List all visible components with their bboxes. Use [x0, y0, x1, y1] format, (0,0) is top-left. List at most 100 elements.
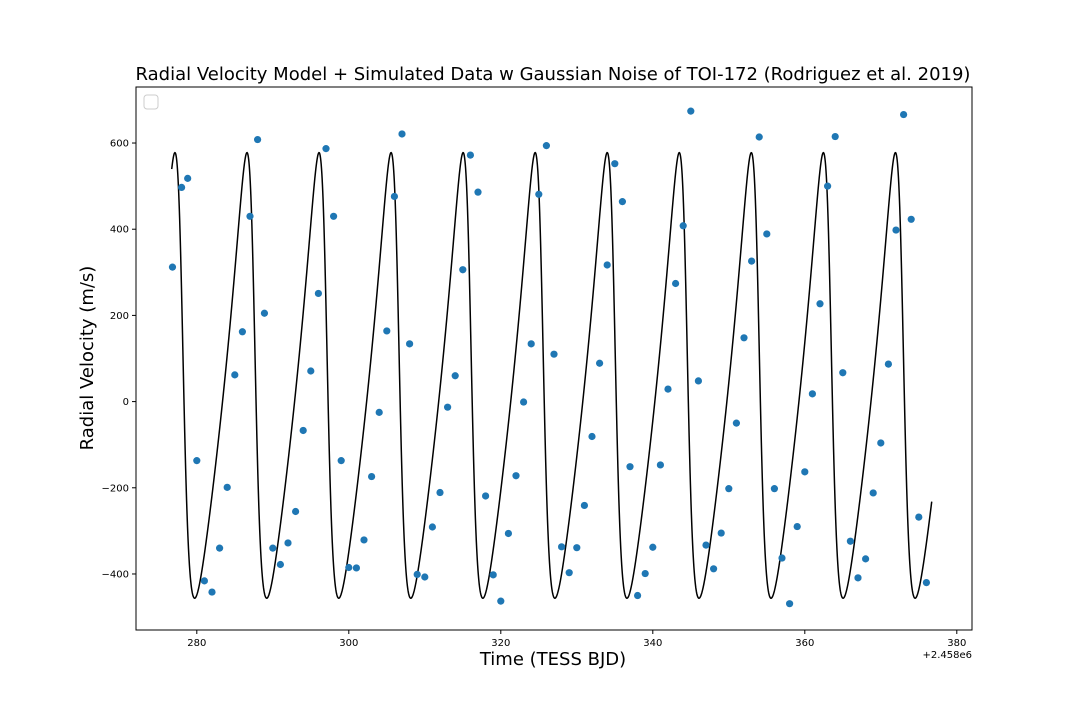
data-point [672, 279, 680, 288]
data-point [260, 309, 269, 317]
data-point [763, 230, 771, 238]
x-tick-label: 340 [643, 638, 662, 649]
data-point [755, 133, 763, 141]
x-axis-label: Time (TESS BJD) [479, 649, 626, 670]
data-point [375, 408, 383, 416]
data-point [368, 472, 376, 481]
data-point [337, 457, 345, 465]
data-point [656, 461, 665, 469]
data-point [527, 340, 535, 348]
data-point [869, 489, 877, 497]
plot-area [135, 86, 973, 631]
data-point [694, 377, 703, 385]
data-point [216, 544, 224, 552]
data-point [884, 360, 893, 368]
data-point [824, 182, 832, 190]
data-point [611, 160, 619, 168]
data-point [223, 483, 231, 491]
data-point [588, 432, 596, 441]
y-tick-label: 400 [110, 225, 129, 236]
y-tick-label: 600 [110, 139, 129, 150]
data-point [778, 554, 786, 562]
y-tick-label: −400 [102, 569, 129, 580]
data-point [732, 419, 741, 427]
data-point [292, 507, 300, 516]
x-axis-offset-label: +2.458e6 [922, 650, 972, 661]
data-point [618, 198, 627, 206]
y-tick-label: 0 [123, 397, 129, 408]
data-point [846, 537, 855, 545]
data-point [413, 570, 421, 579]
x-tick-label: 360 [795, 638, 814, 649]
data-point [520, 398, 528, 406]
data-point [565, 569, 573, 577]
data-point [907, 215, 915, 223]
data-point [915, 513, 923, 521]
data-point [550, 350, 558, 358]
y-axis: −400 −200 0 200 400 600 [102, 139, 136, 580]
data-point [246, 212, 254, 220]
data-point [168, 263, 177, 271]
data-point [444, 403, 452, 411]
data-point [390, 192, 398, 201]
chart-title: Radial Velocity Model + Simulated Data w… [136, 64, 971, 85]
data-point [269, 544, 277, 552]
data-point [786, 600, 794, 608]
y-tick-label: −200 [102, 483, 129, 494]
data-point [489, 571, 497, 579]
data-point [542, 142, 551, 150]
data-point [839, 369, 847, 377]
data-point [702, 541, 710, 549]
data-point [687, 107, 695, 115]
data-point [862, 555, 870, 563]
data-point [664, 385, 672, 393]
x-tick-label: 300 [339, 638, 358, 649]
data-point [558, 543, 566, 551]
data-point [436, 488, 444, 497]
data-point [208, 588, 216, 596]
plot-frame [135, 86, 973, 631]
y-tick-label: 200 [110, 311, 129, 322]
data-point [345, 563, 353, 572]
data-point [193, 457, 201, 465]
data-point [725, 485, 733, 493]
model-curve-group [170, 151, 933, 600]
data-point [770, 485, 779, 493]
data-point [406, 340, 414, 348]
data-point [307, 367, 315, 375]
model-curve-line [170, 151, 933, 600]
data-point [580, 501, 589, 510]
data-point [801, 468, 809, 476]
data-point [200, 577, 208, 585]
data-point [459, 266, 467, 274]
data-point [710, 565, 718, 573]
data-point [634, 591, 642, 600]
data-point [352, 564, 360, 572]
data-point [816, 300, 824, 308]
y-axis-label: Radial Velocity (m/s) [77, 266, 98, 451]
data-point [428, 523, 436, 531]
data-point [383, 327, 391, 335]
data-point [793, 522, 801, 531]
data-point [421, 573, 429, 581]
data-point [178, 183, 186, 192]
data-point [231, 371, 239, 379]
data-point [299, 426, 307, 435]
data-point [504, 529, 512, 538]
data-point [626, 463, 634, 471]
data-point [451, 372, 459, 380]
data-point [314, 289, 322, 298]
data-point [740, 334, 748, 342]
x-tick-label: 380 [947, 638, 966, 649]
data-point [900, 110, 908, 119]
data-point [573, 544, 581, 552]
data-point [284, 539, 292, 547]
data-point [854, 574, 862, 582]
data-point [474, 188, 482, 196]
data-point [641, 569, 649, 578]
data-point [322, 145, 330, 153]
x-tick-label: 280 [187, 638, 206, 649]
data-point [184, 174, 192, 182]
data-point [497, 597, 505, 605]
